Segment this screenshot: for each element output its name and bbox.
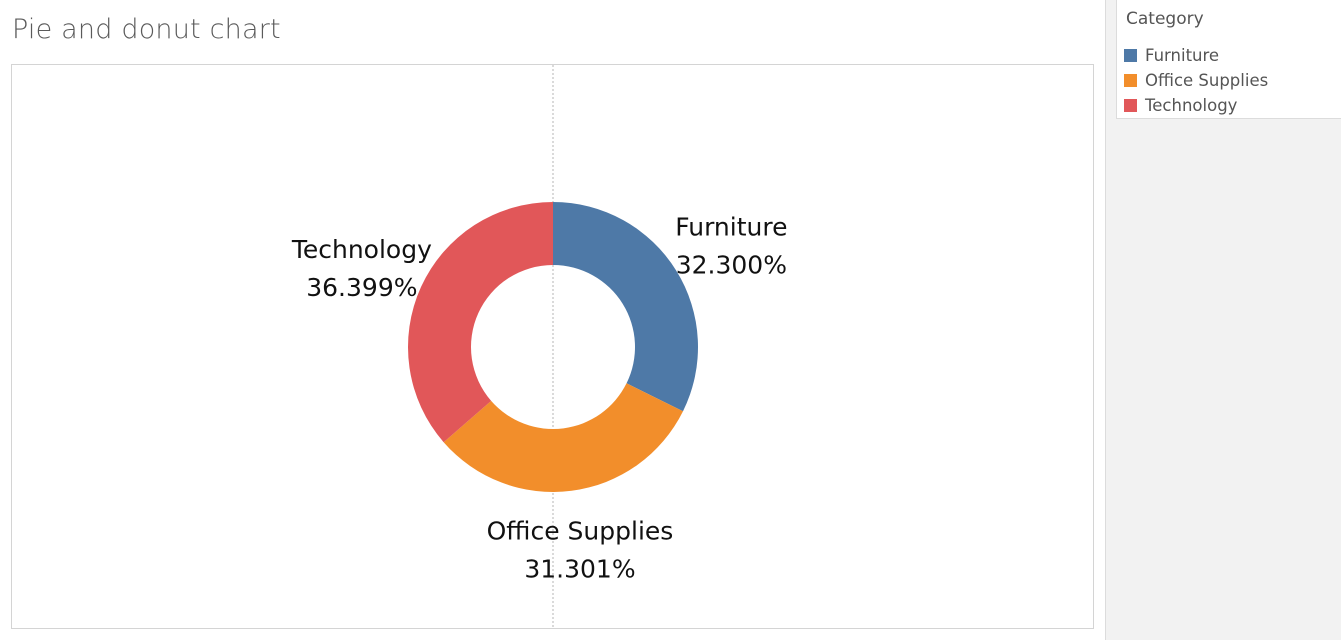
slice-label-technology: Technology [291,235,432,264]
slice-value-furniture: 32.300% [676,250,787,279]
legend-item-technology[interactable]: Technology [1124,94,1237,116]
donut-chart[interactable]: Furniture 32.300% Office Supplies 31.301% Te… [12,65,1093,628]
slice-labels: Furniture 32.300% Office Supplies 31.301% Te… [291,212,788,583]
legend-item-office-supplies[interactable]: Office Supplies [1124,69,1268,91]
slice-label-office-supplies: Office Supplies [487,516,674,545]
donut-slice-office-supplies[interactable] [443,383,684,492]
legend-title: Category [1126,9,1204,29]
legend-swatch-furniture [1124,48,1137,62]
chart-area[interactable]: Furniture 32.300% Office Supplies 31.301% Te… [11,64,1094,629]
slice-value-office-supplies: 31.301% [524,554,635,583]
color-legend[interactable]: Category Furniture Office Supplies Techn… [1116,0,1341,119]
legend-swatch-office-supplies [1124,73,1137,87]
legend-swatch-technology [1124,98,1137,112]
slice-label-furniture: Furniture [675,212,787,241]
worksheet-title: Pie and donut chart [12,14,281,45]
donut-slice-technology[interactable] [407,202,553,443]
legend-label-technology: Technology [1145,95,1238,115]
side-panel: Category Furniture Office Supplies Techn… [1105,0,1341,640]
slice-value-technology: 36.399% [306,273,417,302]
legend-label-office-supplies: Office Supplies [1145,70,1269,90]
legend-item-furniture[interactable]: Furniture [1124,44,1219,66]
donut-slice-furniture[interactable] [553,202,699,412]
donut-slices [407,202,699,492]
legend-label-furniture: Furniture [1145,45,1220,65]
